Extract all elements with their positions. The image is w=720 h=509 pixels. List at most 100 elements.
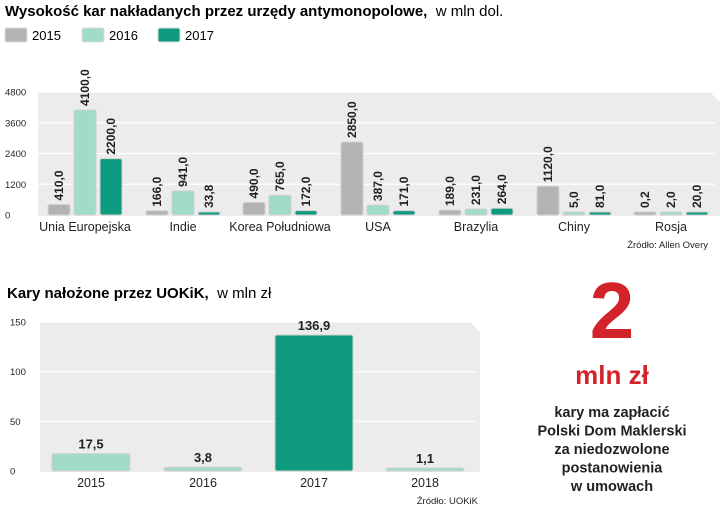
chart2-bar	[274, 334, 354, 472]
chart1-value-label: 765,0	[273, 161, 287, 191]
chart1-value-label: 387,0	[371, 171, 385, 201]
chart2-category-label: 2015	[77, 476, 105, 490]
callout-unit: mln zł	[575, 360, 649, 390]
chart2-category-label: 2016	[189, 476, 217, 490]
chart1-value-label: 2,0	[664, 191, 678, 208]
chart1-bar	[145, 210, 169, 216]
chart1-category-label: USA	[365, 220, 391, 234]
callout-line: Polski Dom Maklerski	[537, 424, 686, 440]
chart2-y-tick: 0	[10, 467, 15, 478]
chart1-category-label: Rosja	[655, 220, 687, 234]
chart2-category-label: 2017	[300, 476, 328, 490]
chart2-title-line: Kary nałożone przez UOKiK, w mln zł	[7, 285, 272, 302]
chart1-bar	[197, 211, 221, 216]
callout-line: kary ma zapłacić	[554, 405, 669, 421]
chart1-y-tick: 0	[5, 211, 10, 222]
chart2-bars	[51, 334, 465, 472]
chart1-gridlines	[38, 91, 715, 185]
legend-label-2017: 2017	[185, 28, 214, 43]
chart2-category-labels: 2015 2016 2017 2018	[77, 476, 439, 490]
chart1-bar	[242, 201, 266, 216]
chart1-bar	[562, 211, 586, 216]
callout-line: postanowienia	[562, 461, 664, 477]
chart1-bar	[685, 211, 709, 216]
chart1-value-label: 264,0	[495, 174, 509, 204]
legend-swatch-2015	[4, 27, 28, 43]
chart1-title: Wysokość kar nakładanych przez urzędy an…	[5, 3, 427, 20]
chart2-value-label: 1,1	[416, 451, 434, 466]
chart1-category-label: Brazylia	[454, 220, 499, 234]
chart2-plot-panel	[40, 322, 480, 472]
chart1-category-label: Indie	[169, 220, 196, 234]
chart2-value-label: 17,5	[78, 437, 103, 452]
chart1-value-label: 171,0	[397, 176, 411, 206]
chart1-y-tick: 2400	[5, 149, 26, 160]
chart1-bar	[73, 109, 97, 216]
legend-label-2016: 2016	[109, 28, 138, 43]
chart1-value-label: 20,0	[690, 184, 704, 208]
chart1-category-labels: Unia Europejska Indie Korea Południowa USA B…	[39, 220, 687, 234]
chart2-bar	[51, 453, 131, 472]
chart2-y-tick: 100	[10, 367, 26, 378]
chart1-y-tick: 3600	[5, 118, 26, 129]
chart1-bar	[392, 210, 416, 216]
chart1-y-axis: 0 1200 2400 3600 4800	[5, 88, 26, 222]
chart1-bar	[294, 210, 318, 216]
chart2-bar	[385, 467, 465, 472]
chart1-bar	[268, 194, 292, 216]
chart1-value-labels: 410,0 4100,0 2200,0 166,0 941,0 33,8 490,0 765,…	[52, 69, 704, 208]
chart1-value-label: 5,0	[567, 191, 581, 208]
chart1-source: Źródło: Allen Overy	[627, 240, 708, 251]
chart1-value-label: 2850,0	[345, 101, 359, 138]
chart2-value-label: 3,8	[194, 450, 212, 465]
chart1-bar	[490, 207, 514, 216]
chart1-bar	[464, 208, 488, 216]
chart1-bars	[47, 109, 709, 216]
chart2-value-labels: 17,5 3,8 136,9 1,1	[78, 318, 434, 466]
chart1-bar	[659, 211, 683, 216]
chart2-y-axis: 0 50 100 150	[10, 318, 26, 478]
chart1-category-label: Chiny	[558, 220, 591, 234]
chart1-bar	[171, 190, 195, 216]
chart1-value-label: 4100,0	[78, 69, 92, 106]
chart1-value-label: 172,0	[299, 176, 313, 206]
chart1-value-label: 410,0	[52, 170, 66, 200]
callout-line: w umowach	[570, 479, 653, 495]
callout-number: 2	[590, 266, 635, 355]
chart2-gridlines	[40, 321, 476, 422]
chart1-subtitle: w mln dol.	[435, 3, 504, 20]
legend-label-2015: 2015	[32, 28, 61, 43]
chart1-bar	[588, 211, 612, 216]
chart1-bar	[47, 203, 71, 216]
chart1-value-label: 189,0	[443, 176, 457, 206]
chart2-value-label: 136,9	[298, 318, 331, 333]
chart1-title-line: Wysokość kar nakładanych przez urzędy an…	[5, 3, 503, 20]
chart1-y-tick: 1200	[5, 180, 26, 191]
chart2-category-label: 2018	[411, 476, 439, 490]
callout-line: za niedozwolone	[554, 442, 669, 458]
chart1-value-label: 0,2	[638, 191, 652, 208]
chart1-value-label: 941,0	[176, 157, 190, 187]
legend-swatch-2016	[81, 27, 105, 43]
chart1-bar	[99, 158, 123, 216]
chart1-category-label: Korea Południowa	[229, 220, 331, 234]
chart2-title: Kary nałożone przez UOKiK,	[7, 285, 209, 302]
chart1-value-label: 490,0	[247, 168, 261, 198]
chart2-source: Źródło: UOKiK	[417, 496, 479, 507]
chart1-value-label: 231,0	[469, 175, 483, 205]
chart1-value-label: 1120,0	[541, 146, 555, 182]
chart1-category-label: Unia Europejska	[39, 220, 131, 234]
chart2-y-tick: 50	[10, 417, 21, 428]
callout-description: kary ma zapłacić Polski Dom Maklerski za n…	[537, 405, 686, 495]
chart1-bar	[536, 185, 560, 216]
chart1-bar	[633, 211, 657, 216]
legend-swatch-2017	[157, 27, 181, 43]
chart1-bar	[340, 141, 364, 216]
chart2-y-tick: 150	[10, 318, 26, 329]
chart1-value-label: 2200,0	[104, 118, 118, 155]
chart2-bar	[163, 466, 243, 472]
chart1-value-label: 33,8	[202, 184, 216, 208]
chart2-subtitle: w mln zł	[216, 285, 272, 302]
chart1-y-tick: 4800	[5, 88, 26, 99]
